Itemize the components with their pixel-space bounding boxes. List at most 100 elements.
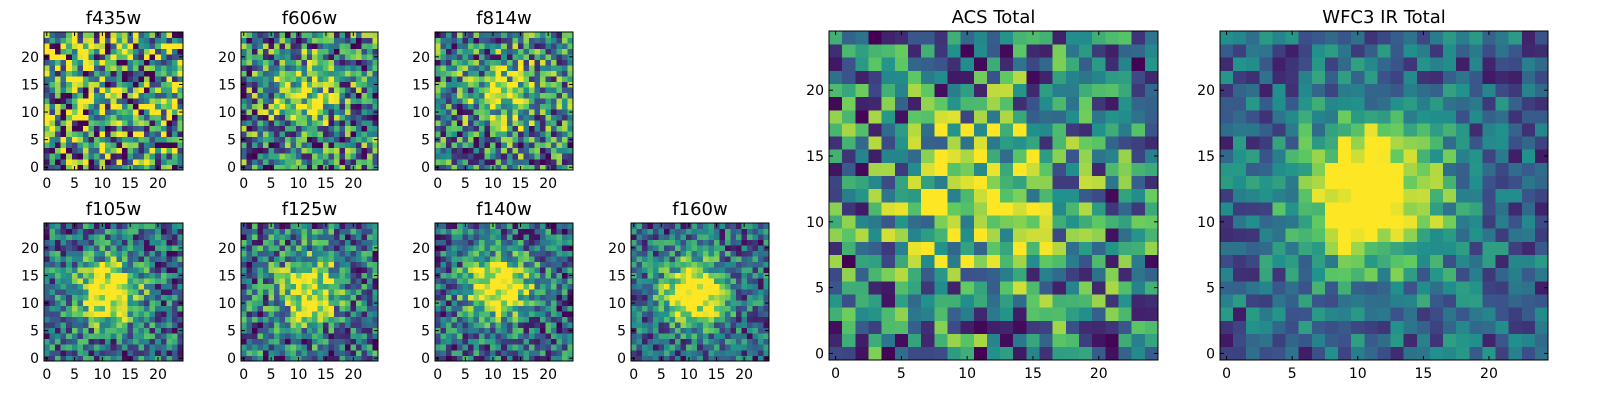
- heatmap-cell: [512, 305, 519, 312]
- heatmap-cell: [251, 109, 258, 116]
- heatmap-cell: [730, 278, 737, 285]
- heatmap-cell: [1079, 320, 1093, 334]
- heatmap-cell: [301, 322, 308, 329]
- heatmap-cell: [675, 250, 681, 257]
- heatmap-cell: [323, 228, 329, 235]
- heatmap-cell: [279, 223, 286, 229]
- heatmap-cell: [473, 70, 480, 77]
- heatmap-cell: [110, 131, 117, 138]
- heatmap-cell: [82, 289, 89, 296]
- heatmap-cell: [479, 349, 485, 356]
- heatmap-cell: [724, 305, 731, 312]
- heatmap-cell: [160, 272, 167, 279]
- heatmap-cell: [328, 103, 335, 110]
- heatmap-cell: [127, 120, 134, 127]
- heatmap-cell: [517, 120, 524, 127]
- heatmap-cell: [99, 338, 106, 345]
- heatmap-cell: [171, 87, 178, 94]
- heatmap-cell: [138, 278, 145, 285]
- heatmap-cell: [506, 305, 513, 312]
- heatmap-cell: [301, 37, 308, 44]
- heatmap-cell: [921, 162, 935, 177]
- heatmap-cell: [675, 344, 681, 351]
- heatmap-cell: [702, 300, 709, 307]
- heatmap-cell: [1026, 202, 1040, 216]
- heatmap-cell: [367, 344, 373, 351]
- heatmap-cell: [741, 283, 748, 290]
- heatmap-cell: [367, 70, 373, 77]
- heatmap-cell: [468, 147, 474, 154]
- heatmap-cell: [556, 37, 563, 44]
- heatmap-cell: [105, 267, 112, 273]
- heatmap-cell: [960, 333, 975, 348]
- heatmap-cell: [636, 272, 643, 279]
- heatmap-cell: [691, 311, 698, 318]
- heatmap-cell: [279, 278, 286, 285]
- heatmap-cell: [257, 355, 264, 362]
- heatmap-cell: [99, 48, 106, 55]
- heatmap-cell: [334, 239, 340, 246]
- heatmap-cell: [127, 228, 134, 235]
- heatmap-cell: [273, 131, 280, 138]
- heatmap-cell: [894, 215, 909, 229]
- heatmap-cell: [49, 256, 56, 262]
- heatmap-cell: [484, 48, 491, 55]
- heatmap-cell: [468, 239, 474, 246]
- heatmap-cell: [99, 333, 106, 340]
- heatmap-cell: [345, 125, 351, 132]
- heatmap-cell: [99, 142, 106, 149]
- heatmap-cell: [127, 92, 134, 99]
- heatmap-cell: [268, 54, 275, 60]
- heatmap-cell: [457, 322, 463, 329]
- heatmap-cell: [561, 92, 568, 99]
- heatmap-cell: [290, 305, 297, 312]
- heatmap-cell: [82, 250, 89, 257]
- heatmap-cell: [66, 164, 73, 171]
- heatmap-cell: [312, 355, 319, 362]
- heatmap-cell: [44, 338, 50, 345]
- heatmap-cell: [295, 333, 302, 340]
- heatmap-cell: [71, 294, 78, 301]
- heatmap-cell: [550, 349, 557, 356]
- heatmap-cell: [741, 327, 748, 334]
- heatmap-cell: [534, 131, 541, 138]
- heatmap-cell: [138, 311, 145, 318]
- heatmap-cell: [312, 158, 319, 165]
- heatmap-cell: [171, 228, 178, 235]
- heatmap-cell: [512, 283, 519, 290]
- heatmap-cell: [435, 125, 441, 132]
- heatmap-cell: [724, 344, 731, 351]
- heatmap-cell: [495, 142, 502, 149]
- heatmap-cell: [446, 355, 452, 362]
- heatmap-cell: [94, 70, 100, 77]
- heatmap-cell: [647, 327, 654, 334]
- heatmap-cell: [697, 256, 704, 262]
- heatmap-cell: [345, 70, 351, 77]
- heatmap-cell: [556, 59, 563, 66]
- heatmap-cell: [631, 349, 637, 356]
- heatmap-cell: [66, 136, 73, 143]
- heatmap-cell: [534, 98, 541, 105]
- heatmap-cell: [973, 215, 988, 229]
- heatmap-cell: [907, 162, 922, 177]
- heatmap-cell: [907, 333, 922, 348]
- heatmap-cell: [334, 261, 340, 268]
- heatmap-cell: [691, 327, 698, 334]
- heatmap-cell: [550, 305, 557, 312]
- heatmap-cell: [171, 316, 178, 323]
- heatmap-cell: [345, 311, 351, 318]
- heatmap-cell: [757, 261, 764, 268]
- heatmap-cell: [334, 158, 340, 165]
- heatmap-cell: [763, 283, 770, 290]
- heatmap-cell: [339, 311, 346, 318]
- heatmap-cell: [295, 70, 302, 77]
- heatmap-cell: [345, 109, 351, 116]
- heatmap-cell: [479, 32, 485, 38]
- heatmap-cell: [246, 48, 253, 55]
- heatmap-cell: [457, 311, 463, 318]
- heatmap-cell: [440, 92, 447, 99]
- heatmap-cell: [973, 254, 988, 269]
- heatmap-cell: [105, 289, 112, 296]
- heatmap-cell: [55, 37, 61, 44]
